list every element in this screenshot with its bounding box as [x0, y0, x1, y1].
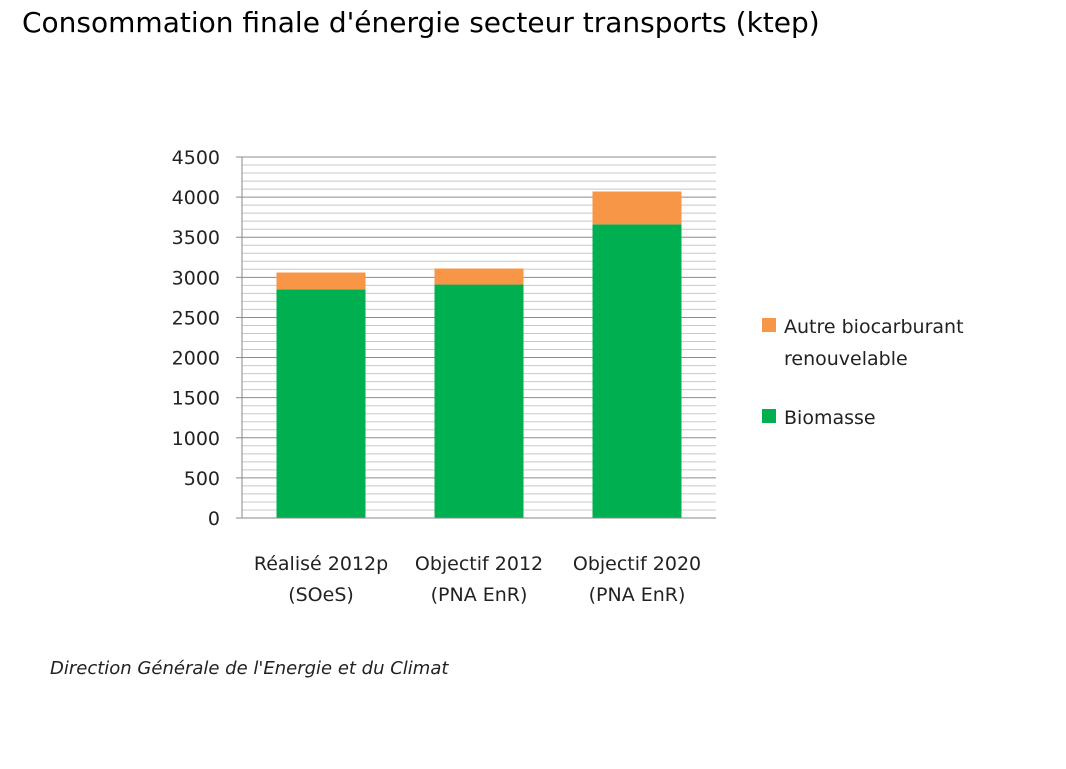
x-category-label: Objectif 2020	[573, 553, 701, 575]
bar-segment-biomasse	[434, 284, 524, 518]
legend-swatch	[762, 318, 776, 332]
bars	[276, 191, 682, 519]
y-tick-label: 0	[208, 508, 220, 530]
y-tick-label: 1000	[172, 428, 220, 450]
x-category-label: (PNA EnR)	[589, 584, 686, 606]
y-tick-label: 4500	[172, 147, 220, 169]
y-tick-label: 1500	[172, 388, 220, 410]
bar-segment-biomasse	[592, 224, 682, 519]
source-note: Direction Générale de l'Energie et du Cl…	[50, 658, 449, 679]
bar-segment-biomasse	[276, 289, 366, 518]
legend-label: Biomasse	[784, 407, 876, 429]
y-tick-label: 2500	[172, 307, 220, 329]
bar-segment-autre-biocarburant	[276, 272, 366, 290]
legend-swatch	[762, 409, 776, 423]
y-tick-label: 3000	[172, 267, 220, 289]
legend-label: Autre biocarburant	[784, 316, 964, 338]
y-axis-ticks: 0 500 1000 1500 2000 2500 3000 3500 4000 4500	[172, 147, 242, 530]
bar-segment-autre-biocarburant	[434, 268, 524, 285]
x-category-label: Réalisé 2012p	[254, 553, 388, 575]
bar-segment-autre-biocarburant	[592, 191, 682, 225]
x-axis-labels: Réalisé 2012p (SOeS) Objectif 2012 (PNA EnR…	[254, 553, 701, 606]
legend-label: renouvelable	[784, 348, 908, 370]
y-tick-label: 3500	[172, 227, 220, 249]
x-category-label: Objectif 2012	[415, 553, 543, 575]
y-tick-label: 4000	[172, 187, 220, 209]
y-tick-label: 2000	[172, 348, 220, 370]
x-category-label: (PNA EnR)	[431, 584, 528, 606]
y-tick-label: 500	[184, 468, 220, 490]
legend: Autre biocarburant renouvelable Biomasse	[762, 316, 964, 429]
x-category-label: (SOeS)	[288, 584, 354, 606]
axes	[241, 157, 716, 519]
page-title: Consommation finale d'énergie secteur tr…	[22, 6, 820, 39]
